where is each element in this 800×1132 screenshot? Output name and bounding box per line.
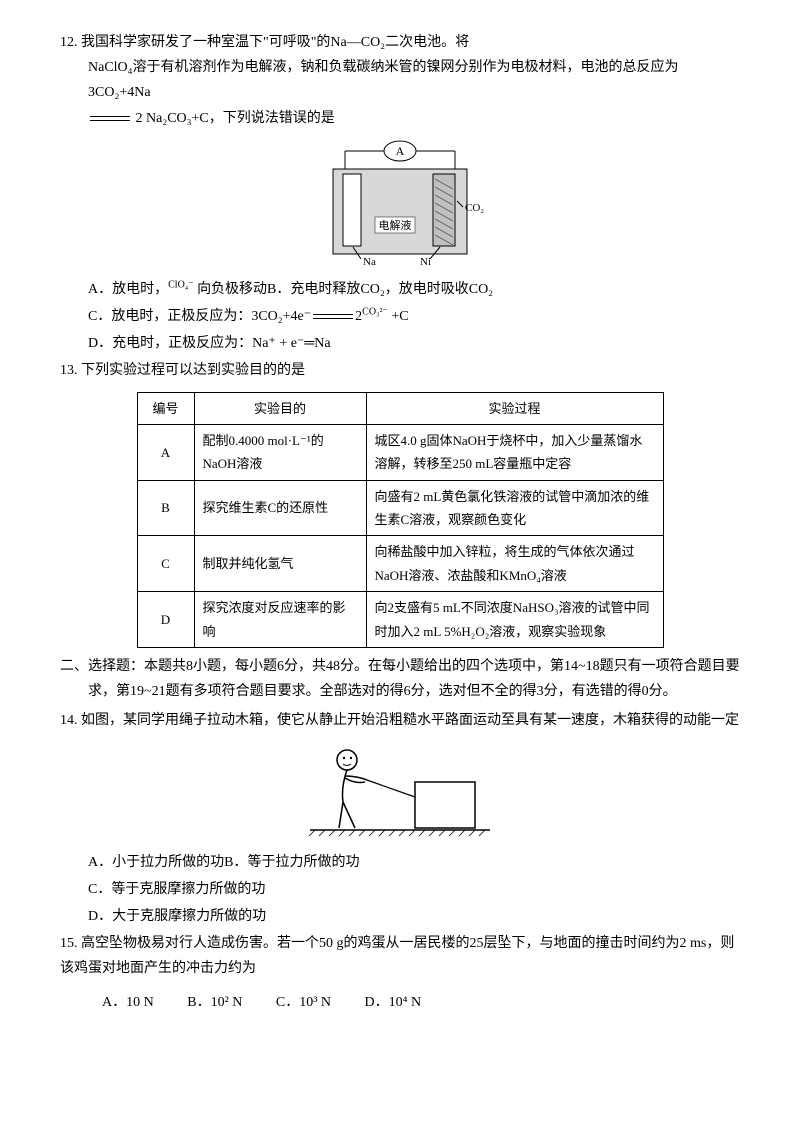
q15-optA: A．10 N	[102, 995, 154, 1010]
q15-options: A．10 N B．10² N C．10³ N D．10⁴ N	[60, 990, 740, 1015]
clo4-formula: ClO₄⁻	[168, 279, 193, 290]
q14-diagram	[60, 742, 740, 842]
row-c-id: C	[137, 536, 194, 592]
q14-optA: A．小于拉力所做的功B．等于拉力所做的功	[88, 850, 740, 875]
q15-optC: C．10³ N	[276, 995, 331, 1010]
q14-number: 14.	[60, 713, 78, 728]
section-2-header: 二、选择题：本题共8小题，每小题6分，共48分。在每小题给出的四个选项中，第14…	[60, 654, 740, 704]
q14-optD: D．大于克服摩擦力所做的功	[88, 904, 740, 929]
row-b-proc: 向盛有2 mL黄色氯化铁溶液的试管中滴加浓的维生素C溶液，观察颜色变化	[366, 480, 663, 536]
q14-options: A．小于拉力所做的功B．等于拉力所做的功 C．等于克服摩擦力所做的功 D．大于克…	[60, 850, 740, 930]
question-14: 14. 如图，某同学用绳子拉动木箱，使它从静止开始沿粗糙水平路面运动至具有某一速…	[60, 708, 740, 733]
co3-formula: CO₃²⁻	[362, 306, 388, 317]
co2-label: CO₂	[465, 202, 484, 214]
q12-stem-line3: 2 Na₂CO₃+C，下列说法错误的是	[136, 111, 335, 126]
col-goal-header: 实验目的	[194, 392, 366, 424]
equilibrium-arrow-icon	[90, 116, 130, 121]
col-id-header: 编号	[137, 392, 194, 424]
question-15: 15. 高空坠物极易对行人造成伤害。若一个50 g的鸡蛋从一居民楼的25层坠下，…	[60, 931, 740, 981]
q12-stem-line1: 我国科学家研发了一种室温下"可呼吸"的Na—CO₂二次电池。将	[81, 35, 469, 50]
ammeter-label: A	[396, 144, 405, 158]
q12-optA-post: 向负极移动B．充电时释放CO₂，放电时吸收CO₂	[194, 282, 494, 297]
question-12: 12. 我国科学家研发了一种室温下"可呼吸"的Na—CO₂二次电池。将 NaCl…	[60, 30, 740, 131]
row-c-proc: 向稀盐酸中加入锌粒，将生成的气体依次通过NaOH溶液、浓盐酸和KMnO₄溶液	[366, 536, 663, 592]
q14-stem: 如图，某同学用绳子拉动木箱，使它从静止开始沿粗糙水平路面运动至具有某一速度，木箱…	[81, 713, 739, 728]
ni-label: Ni	[420, 256, 431, 268]
row-d-id: D	[137, 592, 194, 648]
q12-number: 12.	[60, 35, 78, 50]
row-a-goal: 配制0.4000 mol·L⁻¹的NaOH溶液	[194, 424, 366, 480]
row-d-proc: 向2支盛有5 mL不同浓度NaHSO₃溶液的试管中同时加入2 mL 5%H₂O₂…	[366, 592, 663, 648]
q15-optD: D．10⁴ N	[365, 995, 422, 1010]
table-header-row: 编号 实验目的 实验过程	[137, 392, 663, 424]
q13-stem: 下列实验过程可以达到实验目的的是	[81, 363, 305, 378]
na-label: Na	[363, 256, 376, 268]
table-row: B 探究维生素C的还原性 向盛有2 mL黄色氯化铁溶液的试管中滴加浓的维生素C溶…	[137, 480, 663, 536]
table-row: D 探究浓度对反应速率的影响 向2支盛有5 mL不同浓度NaHSO₃溶液的试管中…	[137, 592, 663, 648]
q12-options: A．放电时，ClO₄⁻ 向负极移动B．充电时释放CO₂，放电时吸收CO₂ C．放…	[60, 277, 740, 357]
q13-table: 编号 实验目的 实验过程 A 配制0.4000 mol·L⁻¹的NaOH溶液 城…	[137, 392, 664, 649]
row-c-goal: 制取并纯化氢气	[194, 536, 366, 592]
q12-optC-pre: C．放电时，正极反应为：3CO₂+4e⁻	[88, 309, 311, 324]
row-a-proc: 城区4.0 g固体NaOH于烧杯中，加入少量蒸馏水溶解，转移至250 mL容量瓶…	[366, 424, 663, 480]
q15-number: 15.	[60, 936, 78, 951]
q12-optC-post: +C	[388, 309, 409, 324]
row-a-id: A	[137, 424, 194, 480]
row-d-goal: 探究浓度对反应速率的影响	[194, 592, 366, 648]
q15-stem: 高空坠物极易对行人造成伤害。若一个50 g的鸡蛋从一居民楼的25层坠下，与地面的…	[60, 936, 734, 976]
q12-diagram: A 电解液 CO₂ Na Ni	[60, 139, 740, 269]
row-b-goal: 探究维生素C的还原性	[194, 480, 366, 536]
row-b-id: B	[137, 480, 194, 536]
q12-stem-line2: NaClO₄溶于有机溶剂作为电解液，钠和负载碳纳米管的镍网分别作为电极材料，电池…	[88, 60, 679, 100]
table-row: A 配制0.4000 mol·L⁻¹的NaOH溶液 城区4.0 g固体NaOH于…	[137, 424, 663, 480]
reaction-arrow-icon	[313, 314, 353, 319]
electrolyte-label: 电解液	[379, 218, 412, 232]
q12-optA-pre: A．放电时，	[88, 282, 168, 297]
q15-optB: B．10² N	[187, 995, 242, 1010]
q12-optD: D．充电时，正极反应为：Na⁺ + e⁻═Na	[88, 331, 740, 356]
q13-number: 13.	[60, 363, 78, 378]
col-proc-header: 实验过程	[366, 392, 663, 424]
table-row: C 制取并纯化氢气 向稀盐酸中加入锌粒，将生成的气体依次通过NaOH溶液、浓盐酸…	[137, 536, 663, 592]
q14-optC: C．等于克服摩擦力所做的功	[88, 877, 740, 902]
section-2-text: 二、选择题：本题共8小题，每小题6分，共48分。在每小题给出的四个选项中，第14…	[60, 654, 740, 704]
question-13: 13. 下列实验过程可以达到实验目的的是	[60, 358, 740, 383]
